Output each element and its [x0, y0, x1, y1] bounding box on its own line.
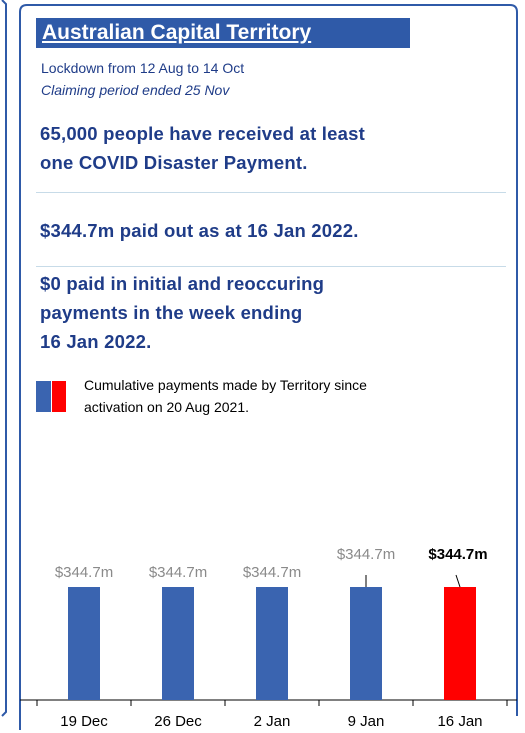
lockdown-text: Lockdown from 12 Aug to 14 Oct: [41, 60, 245, 76]
x-tick-label: 26 Dec: [154, 713, 202, 730]
legend-swatch-red: [52, 381, 66, 412]
x-tick-label: 9 Jan: [348, 713, 385, 730]
bar: [256, 587, 288, 700]
panel-title: Australian Capital Territory: [36, 18, 410, 48]
bar: [444, 587, 476, 700]
panel-border: [19, 4, 518, 730]
x-tick-label: 19 Dec: [60, 713, 108, 730]
bar: [162, 587, 194, 700]
separator: [36, 266, 506, 267]
bar: [350, 587, 382, 700]
leader-line: [455, 574, 461, 588]
headline-line: 65,000 people have received at least: [40, 123, 365, 144]
headline-line: one COVID Disaster Payment.: [40, 152, 308, 173]
left-panel-border: [1, 0, 7, 717]
separator: [36, 192, 506, 193]
headline: $344.7m paid out as at 16 Jan 2022.: [40, 216, 359, 245]
headline-line: 16 Jan 2022.: [40, 331, 152, 352]
value-label: $344.7m: [149, 564, 207, 581]
legend-line: activation on 20 Aug 2021.: [84, 399, 250, 415]
x-tick-label: 2 Jan: [254, 713, 291, 730]
headline: 65,000 people have received at least one…: [40, 119, 365, 177]
value-label: $344.7m: [243, 564, 301, 581]
value-label: $344.7m: [55, 564, 113, 581]
claiming-text: Claiming period ended 25 Nov: [41, 82, 230, 98]
headline-line: $0 paid in initial and reoccuring: [40, 273, 325, 294]
legend-text: Cumulative payments made by Territory si…: [84, 374, 367, 418]
x-tick-label: 16 Jan: [437, 713, 482, 730]
headline-line: $344.7m paid out as at 16 Jan 2022.: [40, 220, 359, 241]
value-label: $344.7m: [337, 546, 395, 563]
bar: [68, 587, 100, 700]
headline: $0 paid in initial and reoccuring paymen…: [40, 269, 324, 356]
legend-swatch-blue: [36, 381, 51, 412]
legend-line: Cumulative payments made by Territory si…: [84, 377, 367, 393]
headline-line: payments in the week ending: [40, 302, 303, 323]
value-label: $344.7m: [428, 546, 487, 563]
